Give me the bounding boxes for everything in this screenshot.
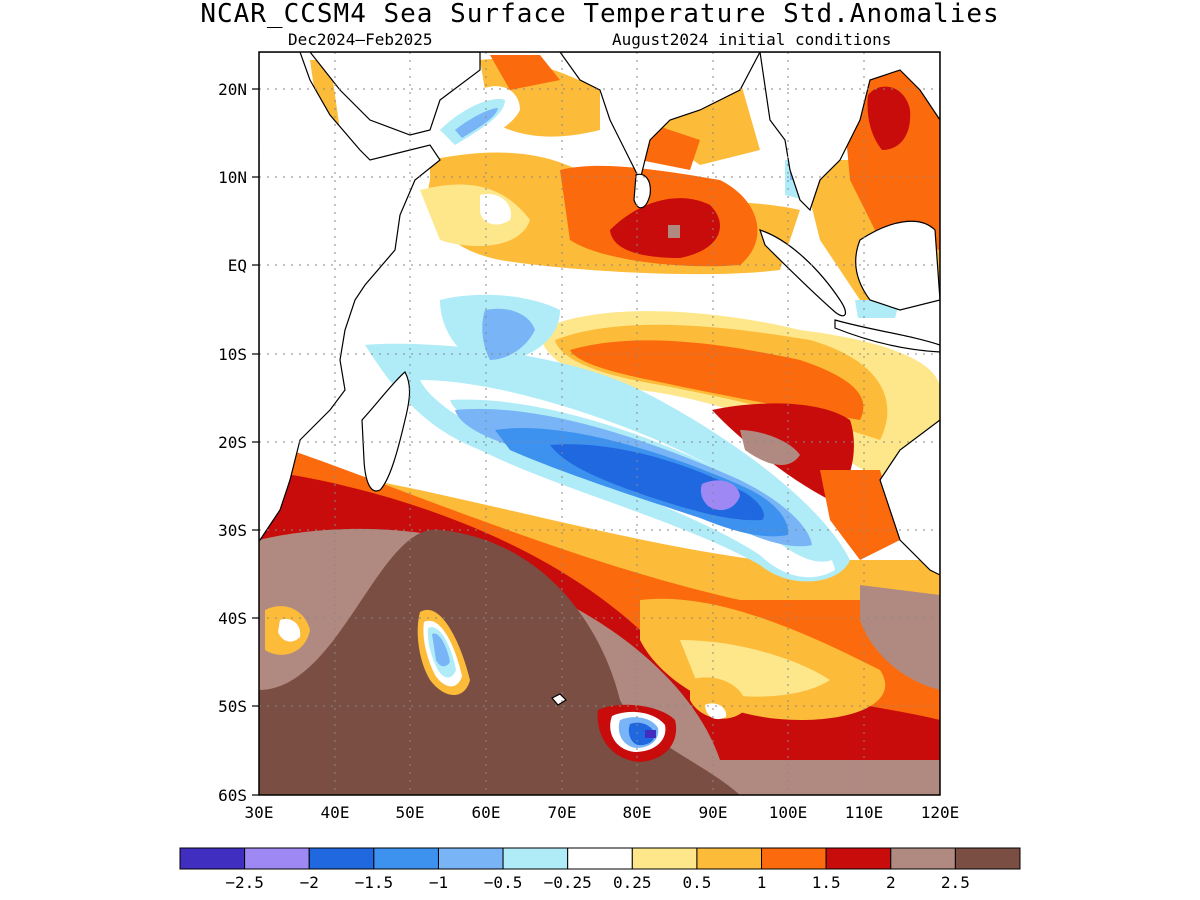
colorbar-swatch-1 <box>244 847 310 870</box>
colorbar-label-6: 0.25 <box>613 873 652 892</box>
x-tick-120e: 120E <box>921 803 960 822</box>
y-tick-30s: 30S <box>218 521 247 540</box>
y-tick-marks <box>252 88 259 796</box>
java-islands <box>834 319 940 353</box>
y-tick-labels: 20N 10N EQ 10S 20S 30S 40S 50S 60S <box>218 80 247 805</box>
anomaly-field <box>259 52 940 795</box>
colorbar <box>179 847 1021 870</box>
sumatra <box>759 229 847 317</box>
colorbar-swatch-3 <box>373 847 439 870</box>
x-tick-70e: 70E <box>548 803 577 822</box>
borneo <box>855 220 940 311</box>
y-tick-50s: 50S <box>218 697 247 716</box>
colorbar-swatch-11 <box>890 847 956 870</box>
x-tick-labels: 30E 40E 50E 60E 70E 80E 90E 100E 110E 12… <box>245 803 960 822</box>
map-title: NCAR_CCSM4 Sea Surface Temperature Std.A… <box>200 0 1000 29</box>
y-tick-eq: EQ <box>228 256 247 275</box>
colorbar-label-8: 1 <box>757 873 767 892</box>
x-tick-110e: 110E <box>845 803 884 822</box>
plot-frame <box>258 51 941 796</box>
colorbar-label-4: −0.5 <box>484 873 523 892</box>
x-tick-100e: 100E <box>769 803 808 822</box>
colorbar-label-7: 0.5 <box>682 873 711 892</box>
africa <box>259 52 441 541</box>
colorbar-swatch-10 <box>825 847 892 870</box>
colorbar-swatch-7 <box>631 847 698 870</box>
colorbar-swatch-8 <box>696 847 763 870</box>
colorbar-label-3: −1 <box>429 873 448 892</box>
x-tick-50e: 50E <box>396 803 425 822</box>
y-tick-20n: 20N <box>218 80 247 99</box>
colorbar-swatch-5 <box>502 847 569 870</box>
x-tick-90e: 90E <box>699 803 728 822</box>
y-tick-10n: 10N <box>218 168 247 187</box>
colorbar-labels: −2.5 −2 −1.5 −1 −0.5 −0.25 0.25 0.5 1 1.5 2 2.5 <box>225 873 969 892</box>
colorbar-swatch-12 <box>954 847 1021 870</box>
x-tick-40e: 40E <box>321 803 350 822</box>
colorbar-label-5: −0.25 <box>544 873 592 892</box>
kerguelen-island <box>551 693 567 706</box>
y-tick-20s: 20S <box>218 433 247 452</box>
gridlines <box>259 52 940 795</box>
colorbar-label-10: 2 <box>886 873 896 892</box>
y-tick-10s: 10S <box>218 345 247 364</box>
colorbar-swatch-0 <box>179 847 246 870</box>
colorbar-label-2: −1.5 <box>355 873 394 892</box>
colorbar-label-9: 1.5 <box>812 873 841 892</box>
colorbar-swatch-9 <box>761 847 827 870</box>
y-tick-40s: 40S <box>218 609 247 628</box>
colorbar-swatch-6 <box>567 847 633 870</box>
x-tick-80e: 80E <box>623 803 652 822</box>
australia <box>879 419 940 576</box>
colorbar-label-1: −2 <box>300 873 319 892</box>
colorbar-label-11: 2.5 <box>941 873 970 892</box>
x-tick-30e: 30E <box>245 803 274 822</box>
southeast-asia <box>759 52 940 212</box>
init-subtitle: August2024 initial conditions <box>612 30 892 49</box>
season-subtitle: Dec2024–Feb2025 <box>288 30 433 49</box>
colorbar-swatch-2 <box>308 847 375 870</box>
arabia-india <box>309 52 761 182</box>
land <box>259 52 940 706</box>
madagascar <box>361 371 411 492</box>
colorbar-label-0: −2.5 <box>225 873 264 892</box>
x-tick-60e: 60E <box>472 803 501 822</box>
y-tick-60s: 60S <box>218 786 247 805</box>
colorbar-swatch-4 <box>437 847 504 870</box>
